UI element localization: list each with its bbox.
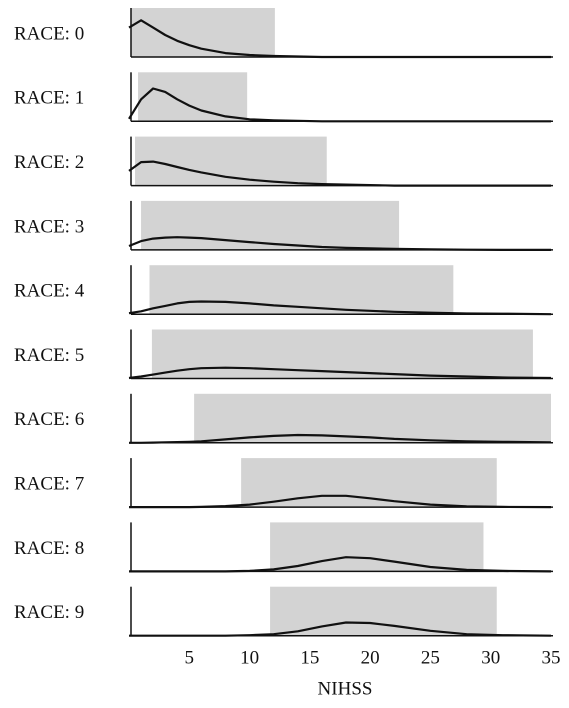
range-box — [151, 329, 533, 379]
range-box — [270, 522, 484, 572]
panel-label: RACE: 0 — [14, 23, 84, 44]
panel-label: RACE: 1 — [14, 88, 84, 109]
range-box — [138, 72, 248, 122]
x-tick-label: 30 — [481, 647, 500, 668]
x-tick-label: 5 — [185, 647, 195, 668]
x-tick-label: 35 — [542, 647, 561, 668]
panel-label: RACE: 4 — [14, 281, 85, 302]
panel-label: RACE: 2 — [14, 152, 84, 173]
x-tick-label: 20 — [361, 647, 380, 668]
range-box — [241, 458, 497, 508]
density-curve — [129, 433, 552, 444]
density-curve — [128, 19, 551, 59]
x-axis-label: NIHSS — [318, 678, 373, 699]
x-tick-label: 15 — [300, 647, 319, 668]
x-tick-label: 25 — [421, 647, 440, 668]
range-box — [194, 393, 551, 443]
panel-label: RACE: 9 — [14, 602, 84, 623]
density-curve — [128, 300, 552, 316]
range-box — [270, 586, 497, 636]
density-curve — [129, 494, 552, 509]
density-curve — [128, 160, 551, 187]
density-curve — [128, 366, 552, 380]
x-tick-label: 10 — [240, 647, 259, 668]
range-box — [141, 200, 400, 250]
panel-label: RACE: 8 — [14, 538, 84, 559]
panel-label: RACE: 7 — [14, 473, 84, 494]
density-curve — [129, 556, 552, 573]
density-curve — [128, 87, 551, 123]
panel-label: RACE: 6 — [14, 409, 84, 430]
panel-label: RACE: 5 — [14, 345, 84, 366]
density-curve — [129, 621, 552, 637]
density-curve — [128, 236, 551, 251]
panel-label: RACE: 3 — [14, 216, 84, 237]
